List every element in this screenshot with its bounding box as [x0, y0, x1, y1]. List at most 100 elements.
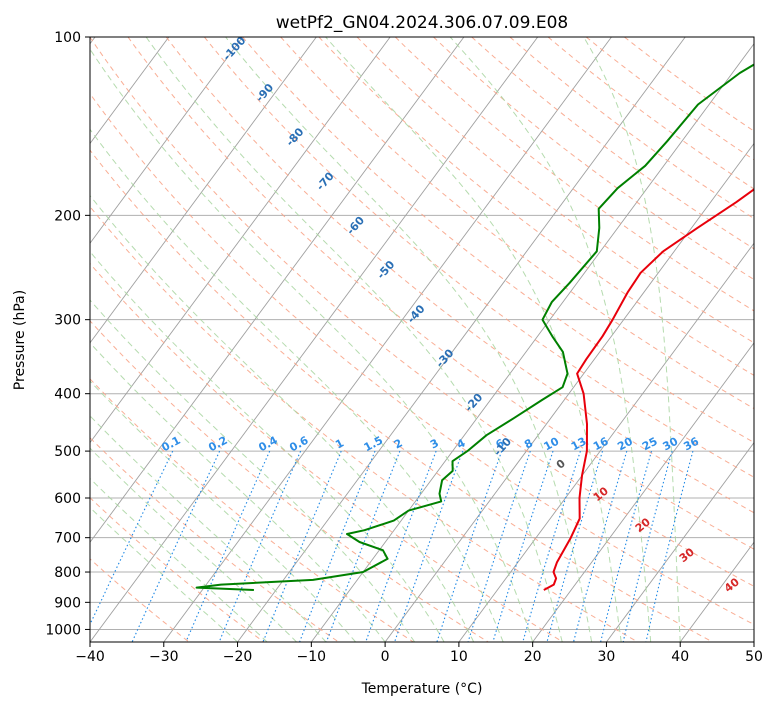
dry-adiabat-line [434, 37, 775, 642]
isotherm-line [385, 37, 775, 642]
y-tick-label: 800 [54, 565, 81, 581]
x-tick-label: −40 [75, 649, 105, 665]
isotherm-line [459, 37, 775, 642]
mixing-ratio-line [366, 451, 436, 642]
mixing-ratio-line [547, 451, 603, 642]
isotherm-label: 30 [677, 545, 697, 565]
x-tick-label: 10 [450, 649, 468, 665]
moist-adiabat-line [0, 37, 356, 642]
moist-adiabat-line [0, 37, 326, 642]
mixing-ratio-line [395, 451, 463, 642]
x-tick-label: 40 [671, 649, 689, 665]
dry-adiabat-line [0, 37, 488, 642]
isotherm-line [90, 37, 538, 642]
y-axis-label: Pressure (hPa) [12, 290, 28, 390]
moist-adiabat-line [0, 37, 385, 642]
plot-frame [90, 37, 754, 642]
isotherm-line [0, 37, 243, 642]
y-tick-label: 900 [54, 595, 81, 611]
mixing-ratio-label: 25 [640, 435, 660, 454]
y-tick-label: 200 [54, 208, 81, 224]
moist-adiabat-line [146, 37, 562, 642]
dry-adiabat-label: -100 [220, 34, 248, 63]
dry-adiabat-line [0, 37, 638, 642]
mixing-ratio-line [219, 451, 300, 642]
grid-layer [0, 37, 775, 642]
dry-adiabat-line [0, 37, 563, 642]
mixing-ratio-label: 30 [661, 435, 681, 454]
isotherm-line [754, 37, 775, 642]
dry-adiabat-line [0, 37, 189, 642]
dry-adiabat-line [13, 37, 712, 642]
moist-adiabat-line [0, 37, 444, 642]
mixing-ratio-line [263, 451, 341, 642]
dry-adiabat-label: -10 [491, 435, 514, 459]
y-tick-label: 400 [54, 387, 81, 403]
mixing-ratio-label: 10 [542, 435, 562, 454]
x-tick-label: −20 [223, 649, 253, 665]
dewpoint-profile-line [197, 37, 775, 590]
moist-adiabat-line [326, 37, 622, 642]
y-tick-label: 700 [54, 531, 81, 547]
isotherm-line [16, 37, 464, 642]
x-tick-label: 30 [598, 649, 616, 665]
isotherm-label: 40 [722, 575, 742, 595]
mixing-ratio-label: 13 [569, 435, 589, 454]
dry-adiabat-label: -70 [314, 169, 337, 193]
dry-adiabat-line [0, 37, 264, 642]
dry-adiabat-line [624, 37, 775, 642]
mixing-ratio-label: 16 [591, 435, 611, 454]
dry-adiabat-label: -80 [284, 125, 307, 149]
moist-adiabat-line [0, 37, 474, 642]
x-tick-label: 20 [524, 649, 542, 665]
isotherm-line [533, 37, 775, 642]
y-tick-label: 600 [54, 491, 81, 507]
dry-adiabat-label: -50 [374, 258, 397, 282]
y-tick-label: 300 [54, 313, 81, 329]
isotherm-line [164, 37, 612, 642]
moist-adiabat-line [0, 37, 297, 642]
chart-title: wetPf2_GN04.2024.306.07.09.E08 [276, 13, 568, 33]
y-tick-label: 100 [54, 30, 81, 46]
zero-isotherm-label: 0 [554, 457, 568, 472]
dry-adiabat-line [52, 37, 775, 642]
temperature-profile-line [544, 37, 775, 590]
dry-adiabat-label: -60 [344, 214, 367, 238]
moist-adiabat-line [450, 37, 651, 642]
mixing-ratio-label: 3 [428, 436, 441, 451]
mixing-ratio-line [468, 451, 530, 642]
series-layer [197, 37, 775, 590]
x-tick-label: 50 [745, 649, 763, 665]
moist-adiabat-line [0, 37, 267, 642]
dry-adiabat-label: -40 [405, 302, 428, 326]
dry-adiabat-line [281, 37, 775, 642]
mixing-ratio-label: 2 [392, 436, 405, 451]
mixing-ratio-label: 4 [455, 436, 468, 451]
isotherm-line [0, 37, 390, 642]
y-tick-label: 1000 [45, 622, 81, 638]
mixing-ratio-line [601, 451, 652, 642]
isotherm-line [680, 37, 775, 642]
moist-adiabat-line [30, 37, 504, 642]
dry-adiabat-line [0, 37, 413, 642]
y-tick-label: 500 [54, 444, 81, 460]
mixing-ratio-line [82, 451, 173, 642]
x-tick-label: −10 [297, 649, 327, 665]
mixing-ratio-line [186, 451, 270, 642]
dry-adiabat-line [90, 37, 775, 642]
x-tick-label: −30 [149, 649, 179, 665]
isotherm-label: 20 [633, 515, 653, 535]
isotherm-label: 10 [591, 484, 611, 504]
dry-adiabat-label: -90 [253, 81, 276, 105]
moist-adiabat-line [82, 37, 533, 642]
moist-adiabat-line [0, 37, 238, 642]
dry-adiabat-line [548, 37, 775, 642]
mixing-ratio-label: 1 [333, 436, 346, 451]
mixing-ratio-label: 8 [522, 436, 535, 451]
x-tick-label: 0 [381, 649, 390, 665]
mixing-ratio-line [623, 451, 672, 642]
x-axis-label: Temperature (°C) [361, 681, 483, 697]
